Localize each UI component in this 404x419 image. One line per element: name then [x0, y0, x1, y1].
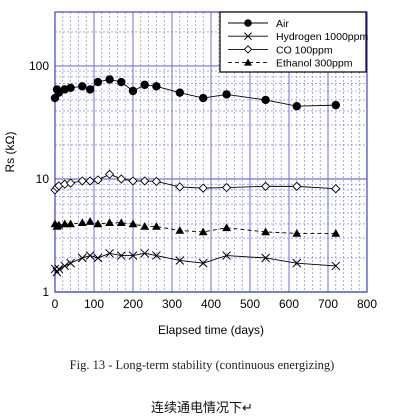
- figure-caption: Fig. 13 - Long-term stability (continuou…: [69, 358, 335, 372]
- data-point-series-0: [292, 102, 301, 111]
- x-tick-label: 0: [52, 297, 59, 311]
- data-point-series-1: [152, 251, 161, 260]
- data-point-series-2: [77, 176, 87, 186]
- data-point-series-1: [54, 264, 64, 274]
- data-point-series-0: [261, 95, 270, 105]
- data-point-series-0: [152, 82, 161, 91]
- data-point-series-2: [221, 182, 232, 193]
- data-point-series-0: [117, 77, 126, 87]
- figure-caption-chinese: 连续通电情况下↵: [151, 401, 253, 416]
- y-tick-label: 100: [29, 59, 49, 73]
- data-point-series-1: [93, 253, 103, 263]
- data-point-series-3: [60, 219, 70, 228]
- data-point-series-3: [105, 218, 114, 227]
- data-point-series-2: [93, 175, 103, 185]
- data-point-series-3: [292, 228, 302, 237]
- data-point-series-2: [175, 182, 185, 192]
- data-point-series-0: [85, 85, 95, 94]
- data-point-series-1: [140, 248, 150, 258]
- legend-entry: Ethanol 300ppm: [276, 58, 353, 70]
- data-point-series-1: [60, 261, 70, 271]
- data-point-series-3: [175, 226, 185, 234]
- data-point-series-3: [116, 218, 126, 227]
- data-point-series-1: [116, 251, 126, 260]
- data-point-series-2: [128, 176, 138, 186]
- x-tick-label: 200: [123, 297, 143, 311]
- data-point-series-2: [116, 174, 126, 184]
- data-point-series-3: [128, 219, 138, 228]
- data-point-series-1: [175, 256, 185, 265]
- legend-box: [219, 11, 367, 73]
- data-point-series-0: [199, 93, 208, 103]
- x-tick-label: 100: [84, 297, 104, 311]
- data-point-series-2: [151, 176, 162, 187]
- x-tick-label: 800: [357, 297, 377, 311]
- data-point-series-0: [78, 82, 87, 91]
- chart: 0 100 200 300 400 500 600 700 800 1 10 100 Elapsed t…: [3, 11, 377, 337]
- data-point-series-1: [222, 251, 231, 260]
- data-point-series-1: [331, 261, 341, 271]
- legend-marker: [244, 19, 252, 27]
- data-point-series-1: [198, 258, 208, 268]
- data-point-series-3: [66, 219, 75, 228]
- data-point-series-1: [261, 253, 270, 263]
- data-point-series-0: [175, 88, 184, 97]
- data-point-series-3: [261, 227, 270, 236]
- x-axis-label: Elapsed time (days): [158, 323, 264, 337]
- data-point-series-3: [152, 222, 161, 230]
- data-point-series-1: [77, 253, 87, 263]
- data-point-series-1: [85, 251, 95, 260]
- plot-frame: [54, 11, 368, 293]
- x-tick-label: 700: [318, 297, 338, 311]
- data-point-series-3: [222, 223, 231, 232]
- data-point-series-1: [66, 258, 75, 268]
- data-point-series-2: [292, 181, 302, 192]
- legend-marker: [244, 32, 252, 41]
- data-point-series-1: [105, 248, 114, 258]
- data-point-series-2: [104, 169, 115, 179]
- y-axis-label: Rs (kΩ): [3, 132, 17, 173]
- data-point-series-0: [105, 75, 114, 84]
- data-point-series-3: [198, 227, 208, 236]
- legend-entry: Air: [276, 18, 289, 30]
- x-tick-label: 500: [240, 297, 260, 311]
- data-point-series-3: [140, 222, 150, 230]
- data-point-series-0: [93, 77, 103, 87]
- data-point-series-3: [77, 218, 87, 227]
- data-point-series-2: [140, 176, 150, 186]
- data-point-series-2: [85, 176, 95, 186]
- data-point-series-2: [198, 183, 208, 193]
- data-point-series-3: [331, 228, 341, 237]
- data-point-series-3: [93, 219, 103, 228]
- legend-entry: CO 100ppm: [276, 44, 333, 56]
- data-point-series-0: [128, 86, 138, 96]
- x-tick-label: 300: [162, 297, 182, 311]
- data-point-series-2: [331, 184, 341, 194]
- data-point-series-1: [128, 251, 138, 260]
- legend-marker: [244, 58, 252, 66]
- data-point-series-2: [65, 178, 76, 188]
- y-tick-label: 1: [42, 285, 49, 299]
- x-tick-label: 400: [201, 297, 221, 311]
- legend-marker: [243, 45, 253, 54]
- data-point-series-0: [222, 90, 231, 99]
- data-point-series-2: [260, 181, 271, 192]
- x-tick-label: 600: [279, 297, 299, 311]
- legend-entry: Hydrogen 1000ppm: [276, 31, 368, 43]
- data-point-series-1: [292, 258, 302, 268]
- y-tick-label: 10: [36, 172, 50, 186]
- data-point-series-0: [140, 80, 149, 90]
- data-point-series-0: [331, 100, 340, 110]
- data-point-series-0: [66, 83, 75, 93]
- data-point-series-3: [85, 217, 95, 225]
